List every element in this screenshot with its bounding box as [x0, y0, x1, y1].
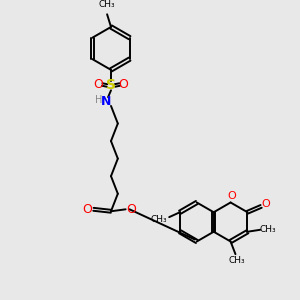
Text: O: O — [93, 78, 103, 91]
Text: O: O — [83, 203, 92, 216]
Text: H: H — [94, 95, 102, 105]
Text: CH₃: CH₃ — [260, 225, 276, 234]
Text: S: S — [106, 79, 116, 92]
Text: O: O — [262, 200, 270, 209]
Text: N: N — [101, 94, 111, 108]
Text: O: O — [127, 203, 136, 216]
Text: O: O — [227, 191, 236, 201]
Text: CH₃: CH₃ — [150, 214, 167, 224]
Text: O: O — [119, 78, 129, 91]
Text: CH₃: CH₃ — [228, 256, 245, 265]
Text: CH₃: CH₃ — [99, 0, 116, 9]
